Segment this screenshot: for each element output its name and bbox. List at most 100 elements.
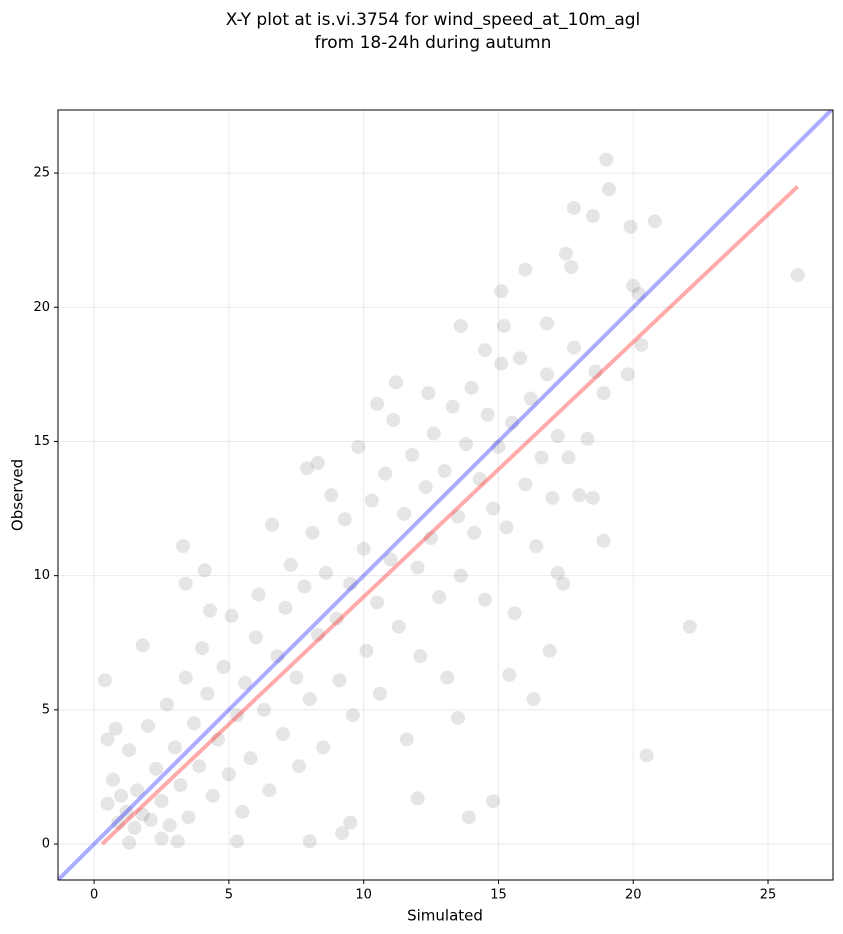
scatter-point bbox=[596, 533, 611, 548]
scatter-point bbox=[248, 630, 263, 645]
chart-title: X-Y plot at is.vi.3754 for wind_speed_at… bbox=[226, 10, 641, 30]
scatter-point bbox=[494, 284, 509, 299]
scatter-point bbox=[477, 343, 492, 358]
scatter-point bbox=[539, 367, 554, 382]
x-tick-label: 0 bbox=[90, 888, 98, 903]
scatter-point bbox=[300, 461, 315, 476]
scatter-point bbox=[647, 214, 662, 229]
scatter-point bbox=[601, 182, 616, 197]
scatter-point bbox=[143, 812, 158, 827]
scatter-point bbox=[620, 367, 635, 382]
x-tick-label: 25 bbox=[760, 888, 777, 903]
scatter-point bbox=[467, 525, 482, 540]
scatter-point bbox=[550, 565, 565, 580]
scatter-point bbox=[100, 732, 115, 747]
scatter-point bbox=[310, 455, 325, 470]
scatter-point bbox=[556, 576, 571, 591]
scatter-point bbox=[108, 721, 123, 736]
scatter-point bbox=[186, 716, 201, 731]
scatter-point bbox=[418, 480, 433, 495]
scatter-point bbox=[397, 506, 412, 521]
scatter-point bbox=[130, 783, 145, 798]
scatter-point bbox=[566, 200, 581, 215]
scatter-point bbox=[496, 319, 511, 334]
scatter-point bbox=[526, 692, 541, 707]
scatter-point bbox=[790, 268, 805, 283]
scatter-point bbox=[262, 783, 277, 798]
scatter-point bbox=[135, 807, 150, 822]
scatter-point bbox=[580, 431, 595, 446]
scatter-point bbox=[332, 673, 347, 688]
reference-line bbox=[100, 185, 800, 846]
scatter-point bbox=[291, 759, 306, 774]
scatter-point bbox=[119, 804, 134, 819]
scatter-point bbox=[170, 834, 185, 849]
scatter-point bbox=[461, 810, 476, 825]
scatter-point bbox=[275, 726, 290, 741]
scatter-point bbox=[623, 219, 638, 234]
y-tick-label: 0 bbox=[42, 837, 50, 852]
grid bbox=[58, 110, 833, 880]
scatter-point bbox=[421, 386, 436, 401]
scatter-point bbox=[440, 670, 455, 685]
x-axis-label: Simulated bbox=[407, 907, 483, 925]
scatter-point bbox=[451, 509, 466, 524]
scatter-point bbox=[111, 815, 126, 830]
scatter-point bbox=[391, 619, 406, 634]
scatter-point bbox=[178, 670, 193, 685]
chart-title: from 18-24h during autumn bbox=[315, 33, 552, 53]
scatter-point bbox=[205, 788, 220, 803]
scatter-point bbox=[504, 415, 519, 430]
scatter-point bbox=[682, 619, 697, 634]
y-axis-label: Observed bbox=[9, 459, 27, 531]
scatter-point bbox=[383, 552, 398, 567]
scatter-point bbox=[518, 262, 533, 277]
scatter-point bbox=[122, 743, 137, 758]
scatter-point bbox=[507, 606, 522, 621]
scatter-point bbox=[270, 649, 285, 664]
scatter-point bbox=[194, 641, 209, 656]
scatter-point bbox=[599, 152, 614, 167]
scatter-point bbox=[329, 611, 344, 626]
y-tick-label: 15 bbox=[33, 434, 50, 449]
scatter-point bbox=[370, 595, 385, 610]
scatter-point bbox=[558, 246, 573, 261]
scatter-point bbox=[181, 810, 196, 825]
scatter-point bbox=[235, 804, 250, 819]
scatter-point bbox=[221, 767, 236, 782]
scatter-point bbox=[176, 539, 191, 554]
scatter-point bbox=[626, 278, 641, 293]
scatter-point bbox=[229, 834, 244, 849]
y-tick-label: 10 bbox=[33, 568, 50, 583]
scatter-point bbox=[426, 426, 441, 441]
scatter-point bbox=[542, 643, 557, 658]
scatter-point bbox=[596, 386, 611, 401]
scatter-point bbox=[372, 686, 387, 701]
scatter-point bbox=[251, 587, 266, 602]
scatter-point bbox=[97, 673, 112, 688]
scatter-point bbox=[639, 748, 654, 763]
scatter-point bbox=[491, 439, 506, 454]
scatter-point bbox=[585, 209, 600, 224]
y-tick-label: 5 bbox=[42, 702, 50, 717]
scatter-point bbox=[359, 643, 374, 658]
scatter-point bbox=[453, 319, 468, 334]
scatter-point bbox=[178, 576, 193, 591]
scatter-point bbox=[494, 356, 509, 371]
scatter-point bbox=[437, 463, 452, 478]
ticks: 0 5 10 15 20 25 0 5 10 15 20 25 bbox=[33, 166, 776, 903]
scatter-point bbox=[278, 600, 293, 615]
scatter-point bbox=[550, 429, 565, 444]
scatter-point bbox=[238, 676, 253, 691]
scatter-point bbox=[224, 608, 239, 623]
scatter-point bbox=[364, 493, 379, 508]
scatter-point bbox=[203, 603, 218, 618]
scatter-point bbox=[585, 490, 600, 505]
scatter-point bbox=[256, 702, 271, 717]
scatter-point bbox=[453, 568, 468, 583]
scatter-point bbox=[389, 375, 404, 390]
scatter-point bbox=[343, 815, 358, 830]
scatter-point bbox=[518, 477, 533, 492]
x-tick-label: 10 bbox=[355, 888, 372, 903]
